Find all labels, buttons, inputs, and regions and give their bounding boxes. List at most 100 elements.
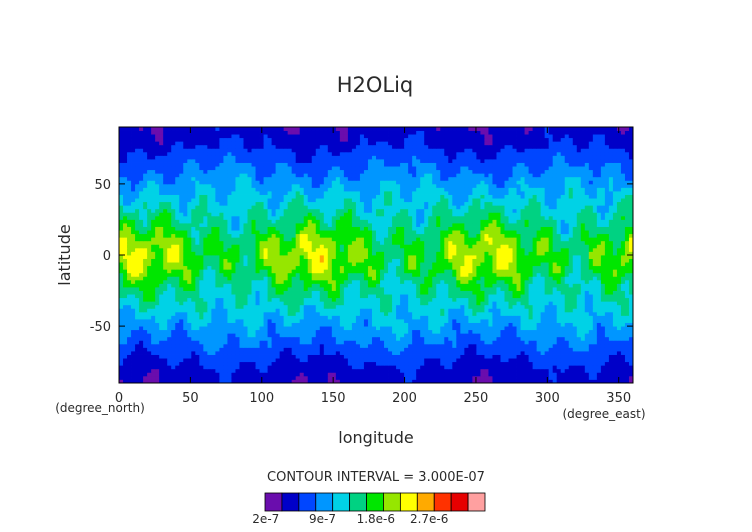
- contour-cell: [355, 351, 361, 355]
- contour-cell: [560, 340, 566, 345]
- contour-cell: [259, 308, 264, 313]
- contour-cell: [123, 372, 128, 377]
- contour-cell: [412, 262, 417, 267]
- contour-cell: [171, 372, 176, 377]
- contour-cell: [371, 329, 377, 334]
- contour-cell: [400, 333, 405, 338]
- contour-cell: [492, 379, 497, 384]
- contour-cell: [311, 262, 317, 267]
- contour-cell: [392, 315, 397, 320]
- contour-cell: [380, 315, 385, 320]
- contour-cell: [215, 294, 220, 299]
- contour-cell: [600, 336, 606, 341]
- contour-cell: [464, 333, 469, 338]
- contour-cell: [400, 368, 405, 373]
- contour-cell: [408, 368, 413, 373]
- contour-cell: [376, 368, 381, 373]
- contour-cell: [335, 255, 341, 259]
- contour-cell: [279, 326, 285, 331]
- contour-cell: [295, 251, 301, 256]
- contour-cell: [203, 351, 208, 355]
- contour-cell: [287, 279, 293, 284]
- contour-cell: [119, 279, 124, 284]
- contour-cell: [207, 255, 212, 259]
- contour-cell: [608, 329, 614, 334]
- contour-cell: [163, 361, 168, 366]
- contour-cell: [444, 365, 449, 370]
- contour-cell: [235, 319, 240, 323]
- contour-cell: [504, 311, 509, 316]
- contour-cell: [420, 255, 425, 259]
- contour-cell: [131, 372, 136, 377]
- contour-cell: [355, 329, 361, 334]
- contour-cell: [183, 255, 188, 259]
- contour-cell: [235, 336, 240, 341]
- contour-cell: [331, 379, 337, 384]
- contour-cell: [404, 262, 409, 267]
- contour-cell: [335, 294, 341, 299]
- contour-cell: [367, 311, 373, 316]
- contour-cell: [303, 279, 309, 284]
- contour-cell: [488, 351, 493, 355]
- contour-cell: [564, 315, 570, 320]
- contour-cell: [275, 322, 281, 327]
- contour-cell: [215, 379, 220, 384]
- contour-cell: [464, 368, 469, 373]
- contour-cell: [436, 279, 441, 284]
- contour-cell: [576, 336, 582, 341]
- contour-cell: [612, 372, 618, 377]
- contour-cell: [440, 375, 445, 380]
- contour-cell: [199, 308, 204, 313]
- contour-cell: [512, 279, 517, 284]
- contour-cell: [624, 336, 630, 341]
- contour-cell: [355, 340, 361, 345]
- contour-cell: [416, 308, 421, 313]
- contour-cell: [215, 258, 220, 263]
- contour-cell: [343, 287, 349, 291]
- contour-cell: [303, 247, 309, 252]
- contour-cell: [203, 372, 208, 377]
- contour-cell: [584, 272, 590, 277]
- contour-cell: [376, 372, 381, 377]
- contour-cell: [468, 333, 473, 338]
- contour-cell: [275, 251, 281, 256]
- contour-cell: [139, 304, 144, 309]
- contour-cell: [396, 333, 401, 338]
- contour-cell: [367, 276, 373, 281]
- contour-cell: [271, 322, 277, 327]
- contour-cell: [271, 372, 277, 377]
- contour-cell: [247, 372, 252, 377]
- contour-cell: [295, 308, 301, 313]
- contour-cell: [199, 304, 204, 309]
- contour-cell: [600, 265, 606, 270]
- contour-cell: [131, 251, 136, 256]
- contour-cell: [367, 301, 373, 306]
- contour-cell: [508, 347, 513, 352]
- contour-cell: [480, 251, 485, 256]
- contour-cell: [231, 329, 236, 334]
- contour-cell: [255, 279, 260, 284]
- contour-cell: [624, 311, 630, 316]
- contour-cell: [219, 329, 224, 334]
- contour-cell: [572, 347, 578, 352]
- contour-cell: [195, 265, 200, 270]
- contour-cell: [343, 322, 349, 327]
- contour-cell: [516, 251, 521, 256]
- contour-cell: [484, 290, 489, 295]
- contour-cell: [183, 276, 188, 281]
- contour-cell: [492, 294, 497, 299]
- contour-cell: [588, 354, 594, 359]
- contour-cell: [588, 336, 594, 341]
- contour-cell: [564, 297, 570, 302]
- contour-cell: [331, 247, 337, 252]
- contour-cell: [620, 322, 626, 327]
- contour-cell: [287, 379, 293, 384]
- contour-cell: [187, 354, 192, 359]
- contour-cell: [532, 247, 538, 252]
- contour-cell: [468, 358, 473, 363]
- contour-cell: [119, 372, 124, 377]
- contour-cell: [388, 304, 393, 309]
- contour-cell: [408, 336, 413, 341]
- contour-cell: [311, 308, 317, 313]
- contour-cell: [492, 265, 497, 270]
